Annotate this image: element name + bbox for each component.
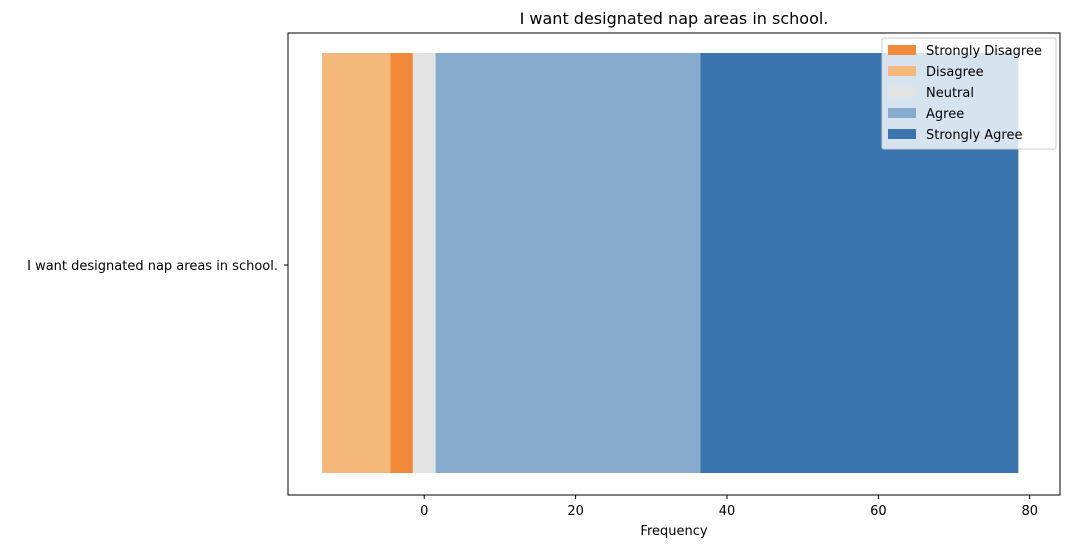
x-tick-label: 40: [719, 504, 736, 519]
legend-swatch: [888, 45, 916, 55]
legend-label: Strongly Disagree: [926, 44, 1042, 59]
plot-frame: [287, 32, 1061, 496]
bar-segment-disagree: [322, 53, 391, 473]
legend-label: Neutral: [926, 86, 974, 101]
legend-label: Agree: [926, 107, 964, 122]
legend-label: Strongly Agree: [926, 128, 1023, 143]
legend-box: [881, 37, 1057, 150]
legend-label: Disagree: [926, 65, 984, 80]
bar-segment-neutral: [412, 53, 436, 473]
x-axis: 0 20 40 60 80: [420, 495, 1038, 519]
y-axis: I want designated nap areas in school.: [27, 259, 288, 274]
legend: Strongly Disagree Disagree Neutral Agree Str…: [881, 37, 1057, 150]
x-tick-label: 80: [1021, 504, 1038, 519]
legend-swatch: [888, 129, 916, 139]
y-tick-label: I want designated nap areas in school.: [27, 259, 278, 274]
x-tick-label: 0: [420, 504, 428, 519]
chart-title: I want designated nap areas in school.: [520, 9, 829, 28]
x-axis-label: Frequency: [640, 524, 707, 539]
bar-segment-agree: [435, 53, 701, 473]
bars-group: [322, 53, 1019, 473]
legend-swatch: [888, 66, 916, 76]
x-tick-label: 60: [870, 504, 887, 519]
legend-swatch: [888, 108, 916, 118]
x-tick-label: 20: [567, 504, 584, 519]
bar-segment-strongly-disagree: [390, 53, 413, 473]
legend-swatch: [888, 87, 916, 97]
